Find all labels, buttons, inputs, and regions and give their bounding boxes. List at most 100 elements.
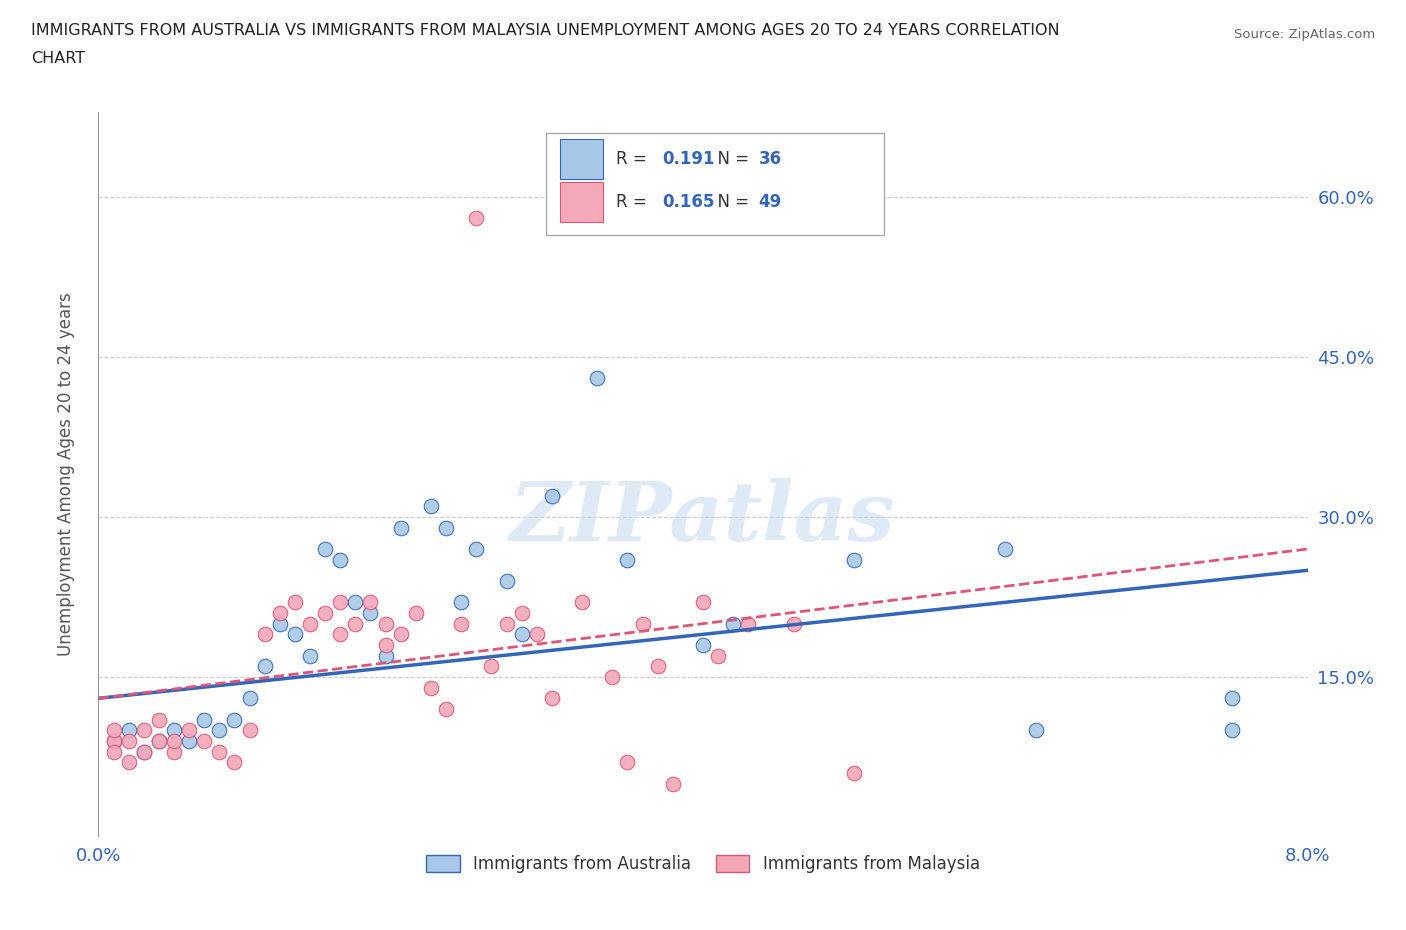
Point [118, 755, 141, 770]
Point [132, 744, 155, 759]
Point [299, 617, 322, 631]
Point [389, 627, 412, 642]
Point [723, 617, 745, 631]
Point [329, 552, 352, 567]
Point [420, 680, 443, 695]
Text: N =: N = [707, 193, 754, 211]
Point [481, 658, 503, 673]
Point [269, 605, 291, 620]
Point [208, 723, 231, 737]
Point [224, 755, 246, 770]
Point [602, 670, 624, 684]
Point [783, 617, 806, 631]
Point [465, 211, 488, 226]
Text: ZIPatlas: ZIPatlas [510, 478, 896, 558]
Text: R =: R = [616, 150, 652, 167]
Point [284, 595, 307, 610]
Point [239, 691, 262, 706]
Text: 49: 49 [759, 193, 782, 211]
Text: 0.191: 0.191 [662, 150, 714, 167]
Point [299, 648, 322, 663]
Point [434, 520, 457, 535]
Text: 0.165: 0.165 [662, 193, 714, 211]
Point [239, 723, 262, 737]
Text: IMMIGRANTS FROM AUSTRALIA VS IMMIGRANTS FROM MALAYSIA UNEMPLOYMENT AMONG AGES 20: IMMIGRANTS FROM AUSTRALIA VS IMMIGRANTS … [31, 23, 1060, 38]
Point [224, 712, 246, 727]
Point [707, 648, 730, 663]
FancyBboxPatch shape [561, 139, 603, 179]
Point [344, 617, 367, 631]
Point [179, 734, 201, 749]
Point [1025, 723, 1047, 737]
Point [148, 734, 170, 749]
Point [329, 627, 352, 642]
Point [540, 691, 562, 706]
Point [344, 595, 367, 610]
Point [269, 617, 291, 631]
Point [994, 541, 1017, 556]
Point [118, 734, 141, 749]
Point [1220, 723, 1243, 737]
Point [374, 638, 396, 653]
Point [284, 627, 307, 642]
Point [571, 595, 593, 610]
Point [253, 627, 276, 642]
FancyBboxPatch shape [546, 133, 884, 235]
Point [314, 605, 336, 620]
Point [631, 617, 654, 631]
Point [450, 595, 472, 610]
Point [118, 723, 141, 737]
Point [495, 574, 517, 589]
Point [1220, 691, 1243, 706]
Point [374, 617, 396, 631]
Point [193, 712, 215, 727]
Point [495, 617, 517, 631]
Point [434, 701, 457, 716]
Point [616, 755, 638, 770]
Text: N =: N = [707, 150, 754, 167]
Point [647, 658, 669, 673]
Text: 36: 36 [759, 150, 782, 167]
Text: Source: ZipAtlas.com: Source: ZipAtlas.com [1234, 28, 1375, 41]
Point [737, 617, 759, 631]
Point [526, 627, 548, 642]
Point [179, 723, 201, 737]
Legend: Immigrants from Australia, Immigrants from Malaysia: Immigrants from Australia, Immigrants fr… [419, 848, 987, 880]
Point [692, 638, 714, 653]
Point [148, 712, 170, 727]
Point [132, 744, 155, 759]
Point [103, 734, 125, 749]
Point [540, 488, 562, 503]
Text: R =: R = [616, 193, 652, 211]
Point [103, 734, 125, 749]
Text: CHART: CHART [31, 51, 84, 66]
Point [420, 498, 443, 513]
Point [103, 744, 125, 759]
Point [360, 595, 382, 610]
Y-axis label: Unemployment Among Ages 20 to 24 years: Unemployment Among Ages 20 to 24 years [56, 292, 75, 657]
Point [148, 734, 170, 749]
Point [510, 605, 533, 620]
Point [132, 723, 155, 737]
Point [253, 658, 276, 673]
Point [661, 777, 683, 791]
Point [450, 617, 472, 631]
Point [844, 765, 866, 780]
Point [389, 520, 412, 535]
Point [103, 723, 125, 737]
Point [510, 627, 533, 642]
FancyBboxPatch shape [561, 182, 603, 222]
Point [163, 723, 186, 737]
Point [163, 734, 186, 749]
Point [374, 648, 396, 663]
Point [616, 552, 638, 567]
Point [692, 595, 714, 610]
Point [208, 744, 231, 759]
Point [465, 541, 488, 556]
Point [163, 744, 186, 759]
Point [405, 605, 427, 620]
Point [844, 552, 866, 567]
Point [586, 371, 609, 386]
Point [360, 605, 382, 620]
Point [193, 734, 215, 749]
